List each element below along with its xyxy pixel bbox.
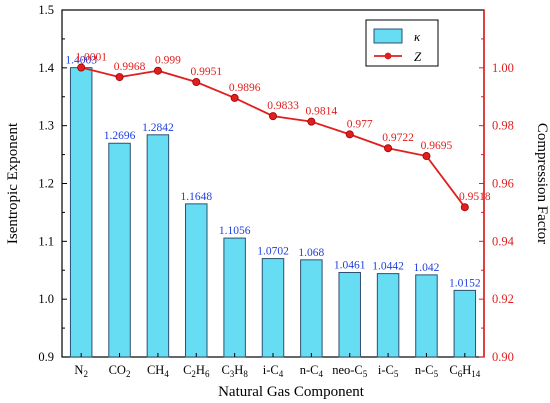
x-tick-label: CO2 <box>109 363 131 379</box>
bar-value-label: 1.0442 <box>372 261 404 273</box>
z-point <box>384 144 393 153</box>
x-tick-label: N2 <box>74 363 88 379</box>
bar <box>453 289 477 358</box>
bar-value-label: 1.0152 <box>449 277 481 289</box>
x-tick-label: n-C4 <box>300 363 324 379</box>
z-value-label: 0.9951 <box>190 66 222 78</box>
left-tick-label: 1.4 <box>38 61 54 75</box>
z-point <box>230 93 239 102</box>
legend-line-label: Z <box>414 49 422 64</box>
right-tick-label: 1.00 <box>492 61 514 75</box>
left-tick-label: 0.9 <box>38 350 54 364</box>
bar <box>223 237 246 358</box>
z-point <box>153 66 162 75</box>
z-value-label: 0.977 <box>347 118 373 130</box>
legend-line-marker <box>384 52 392 60</box>
bar-value-label: 1.1648 <box>180 191 212 203</box>
right-tick-label: 0.92 <box>492 292 514 306</box>
left-tick-label: 1.0 <box>38 292 54 306</box>
z-point <box>192 78 201 87</box>
z-value-label: 0.999 <box>155 55 181 67</box>
bar <box>146 134 170 358</box>
z-value-label: 0.9695 <box>421 140 453 152</box>
legend-bar-label: κ <box>414 29 421 44</box>
x-tick-label: i-C5 <box>378 363 399 379</box>
right-axis-title: Compression Factor <box>534 123 550 244</box>
bar-value-label: 1.0702 <box>257 246 289 258</box>
x-tick-label: CH4 <box>147 363 169 379</box>
right-tick-label: 0.96 <box>492 177 514 191</box>
bar <box>338 272 361 358</box>
z-point <box>422 152 431 161</box>
bar-value-label: 1.1056 <box>219 225 251 237</box>
legend-box <box>365 19 439 67</box>
bar-value-label: 1.2842 <box>142 122 174 134</box>
bar <box>261 258 285 358</box>
left-tick-label: 1.1 <box>38 234 54 248</box>
z-value-label: 0.9814 <box>306 106 338 118</box>
z-point <box>460 203 469 212</box>
z-point <box>307 117 316 126</box>
bar <box>185 203 208 358</box>
bar-value-label: 1.0461 <box>334 260 366 272</box>
right-tick-label: 0.90 <box>492 350 514 364</box>
x-tick-label: neo-C5 <box>332 363 368 379</box>
x-tick-label: C2H6 <box>183 363 210 379</box>
left-tick-label: 1.5 <box>38 3 54 17</box>
x-tick-label: C6H14 <box>449 363 480 379</box>
right-tick-label: 0.94 <box>492 234 515 248</box>
bar-value-label: 1.042 <box>414 262 440 274</box>
left-axis-title: Isentropic Exponent <box>5 122 21 244</box>
legend-bar-swatch <box>373 28 403 44</box>
bar <box>108 142 131 358</box>
z-point <box>268 112 277 121</box>
bar <box>376 273 400 358</box>
right-tick-label: 0.98 <box>492 119 514 133</box>
left-tick-label: 1.2 <box>38 177 54 191</box>
z-point <box>345 130 354 139</box>
bar-value-label: 1.068 <box>298 247 324 259</box>
bar-value-label: 1.4003 <box>65 55 97 67</box>
z-point <box>77 63 86 72</box>
z-value-label: 0.9896 <box>229 82 261 94</box>
z-value-label: 0.9968 <box>114 61 146 73</box>
z-point <box>115 73 124 82</box>
z-value-label: 0.9722 <box>382 132 414 144</box>
z-value-label: 0.9833 <box>267 100 299 112</box>
x-axis-title: Natural Gas Component <box>218 384 365 400</box>
left-tick-label: 1.3 <box>38 119 54 133</box>
z-value-label: 0.9518 <box>459 191 491 203</box>
x-tick-label: C3H8 <box>221 363 248 379</box>
bar <box>415 274 438 358</box>
x-tick-label: i-C4 <box>263 363 284 379</box>
x-tick-label: n-C5 <box>415 363 439 379</box>
bar <box>69 67 93 358</box>
z-value-label: 1.0001 <box>75 52 107 64</box>
legend: κZ <box>365 19 439 67</box>
bar-value-label: 1.2696 <box>104 130 136 142</box>
bar <box>300 259 323 358</box>
